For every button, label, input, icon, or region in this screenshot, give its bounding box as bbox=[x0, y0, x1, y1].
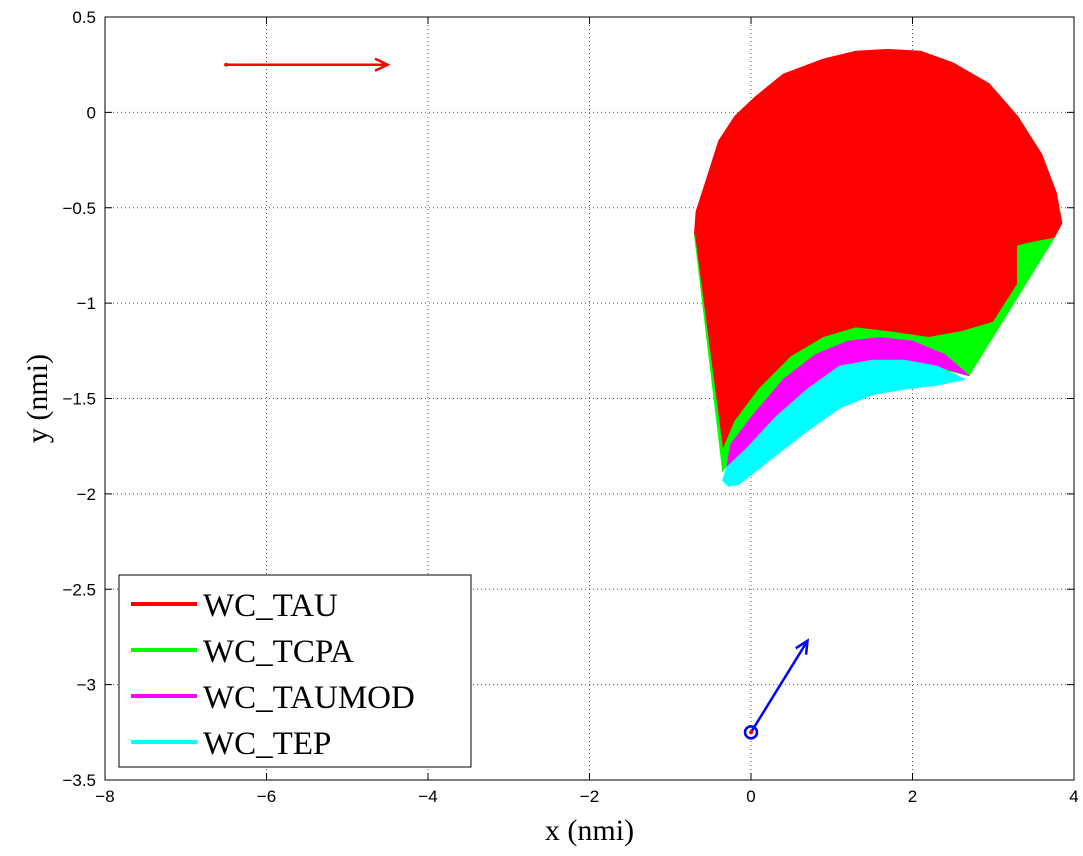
grid-lines bbox=[105, 17, 1074, 780]
y-axis-label: y (nmi) bbox=[21, 354, 54, 443]
ownship-arrow-origin-marker bbox=[743, 725, 759, 740]
y-tick-label: −1 bbox=[77, 294, 96, 313]
legend-label-wc-taumod: WC_TAUMOD bbox=[203, 680, 415, 716]
legend-label-wc-tep: WC_TEP bbox=[203, 726, 331, 762]
ownship-arrow-head bbox=[795, 638, 810, 655]
x-tick-label: −6 bbox=[257, 787, 276, 806]
legend: WC_TAU WC_TCPA WC_TAUMOD WC_TEP bbox=[118, 574, 472, 768]
x-tick-label: −4 bbox=[418, 787, 437, 806]
y-tick-label: −3.5 bbox=[62, 771, 96, 790]
region-wc-tep bbox=[722, 359, 967, 487]
x-tick-label: −2 bbox=[580, 787, 599, 806]
intruder-arrow-head bbox=[374, 57, 391, 72]
x-tick-label: −8 bbox=[95, 787, 114, 806]
ownship-arrow-origin-dot bbox=[749, 730, 753, 735]
plot-regions bbox=[693, 48, 1063, 487]
x-tick-label: 4 bbox=[1069, 787, 1078, 806]
y-tick-label: 0.5 bbox=[72, 8, 96, 27]
y-tick-label: −2 bbox=[77, 485, 96, 504]
y-tick-label: −3 bbox=[77, 676, 96, 695]
y-tick-label: −1.5 bbox=[62, 390, 96, 409]
intruder-arrow-origin-marker bbox=[224, 62, 229, 67]
legend-label-wc-tau: WC_TAU bbox=[203, 588, 338, 624]
y-tick-label: 0 bbox=[87, 103, 96, 122]
y-tick-label: −0.5 bbox=[62, 199, 96, 218]
arrows bbox=[224, 57, 810, 740]
x-tick-label: 0 bbox=[746, 787, 755, 806]
ownship-arrow-shaft bbox=[749, 640, 809, 733]
x-axis-label: x (nmi) bbox=[545, 814, 634, 847]
legend-box bbox=[118, 574, 472, 768]
ticks: −8 −6 −4 −2 0 2 4 0.5 0 −0.5 −1 −1.5 −2 −2.5 −3 −3.5 bbox=[62, 8, 1078, 806]
x-tick-label: 2 bbox=[908, 787, 917, 806]
legend-label-wc-tcpa: WC_TCPA bbox=[203, 634, 354, 670]
y-tick-label: −2.5 bbox=[62, 580, 96, 599]
